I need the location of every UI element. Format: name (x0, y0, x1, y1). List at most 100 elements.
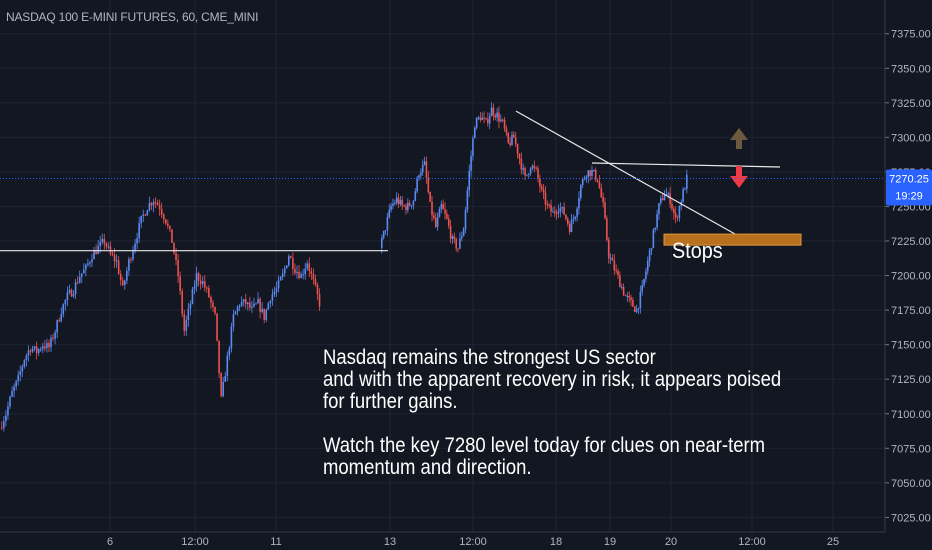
y-tick-label: 7025.00 (891, 512, 931, 524)
candle-body (498, 112, 500, 122)
y-tick-label: 7125.00 (891, 374, 931, 386)
candle-body (682, 189, 684, 203)
candle-body (660, 198, 662, 204)
candle-body (152, 202, 155, 206)
candle-body (539, 178, 541, 187)
candle-body (230, 326, 233, 349)
candle-body (160, 209, 163, 215)
candle-body (459, 238, 461, 249)
candle-body (591, 170, 593, 176)
candle-body (542, 189, 545, 193)
candle-body (552, 211, 554, 213)
candle-body (457, 248, 459, 250)
arrow-up-icon (730, 128, 748, 149)
candle-body (66, 292, 69, 300)
candle-body (496, 112, 498, 118)
candle-body (420, 172, 422, 176)
candle-body (686, 174, 688, 189)
note-line: Watch the key 7280 level today for clues… (323, 434, 766, 457)
candle-body (392, 203, 394, 206)
candle-body (134, 243, 136, 251)
candle-body (105, 243, 108, 247)
candle-body (208, 288, 210, 297)
candle-body (296, 271, 298, 274)
candle-body (619, 275, 621, 288)
candle-body (587, 170, 590, 177)
y-tick-label: 7375.00 (891, 29, 931, 41)
candle-body (580, 185, 582, 198)
candle-body (117, 260, 120, 274)
candle-body (684, 188, 686, 190)
candle-body (3, 421, 5, 428)
candle-body (183, 313, 186, 331)
last-price-tag[interactable] (886, 169, 932, 206)
candle-body (516, 143, 519, 154)
candle-body (232, 314, 235, 327)
candle-body (617, 270, 619, 276)
candle-body (386, 217, 389, 231)
x-tick-label: 18 (550, 536, 562, 548)
candle-body (382, 230, 385, 238)
candle-body (423, 161, 426, 165)
note-line: and with the apparent recovery in risk, … (323, 368, 782, 391)
candle-body (279, 277, 282, 281)
candle-body (124, 280, 126, 286)
candle-body (487, 119, 489, 124)
candle-body (639, 291, 642, 308)
trend-line[interactable] (515, 110, 746, 241)
candle-body (74, 282, 77, 295)
candle-body (60, 314, 63, 322)
x-tick-label: 11 (270, 536, 281, 548)
candle-body (44, 346, 46, 349)
candle-body (483, 117, 485, 119)
candle-body (99, 241, 101, 247)
candle-body (191, 289, 194, 304)
candle-body (572, 218, 575, 220)
candle-body (121, 280, 124, 286)
candle-body (407, 202, 409, 211)
candle-body (412, 200, 415, 206)
candle-body (126, 270, 128, 281)
candle-body (615, 270, 617, 272)
candle-body (39, 349, 42, 351)
candle-body (654, 227, 657, 230)
candle-body (70, 290, 73, 297)
candle-body (620, 286, 623, 288)
candle-body (462, 228, 465, 236)
candle-body (678, 206, 681, 218)
candle-body (652, 229, 655, 249)
candle-body (277, 280, 280, 289)
candle-body (224, 376, 227, 382)
drawings[interactable] (0, 110, 885, 252)
candle-body (628, 295, 630, 298)
candle-body (169, 225, 171, 230)
y-tick-label: 7225.00 (891, 236, 931, 248)
candle-body (622, 286, 625, 296)
candle-body (563, 207, 565, 215)
candle-body (488, 116, 491, 124)
x-tick-label: 12:00 (738, 536, 766, 548)
candle-body (669, 193, 671, 205)
candle-body (518, 153, 521, 159)
candle-body (485, 118, 487, 120)
candle-body (89, 262, 91, 264)
candle-body (581, 179, 584, 186)
resistance-line[interactable] (591, 162, 781, 168)
candle-body (29, 350, 32, 352)
candle-body (403, 205, 405, 207)
candle-body (559, 208, 562, 212)
candle-body (598, 181, 601, 188)
candle-body (72, 294, 75, 297)
candle-body (316, 284, 319, 295)
candle-body (64, 299, 67, 305)
note-line: Nasdaq remains the strongest US sector (323, 346, 656, 369)
candle-body (173, 242, 175, 254)
candle-body (48, 342, 50, 348)
stops-zone[interactable] (663, 233, 802, 246)
candle-body (85, 264, 87, 270)
candle-body (93, 250, 95, 260)
candle-body (249, 302, 251, 308)
